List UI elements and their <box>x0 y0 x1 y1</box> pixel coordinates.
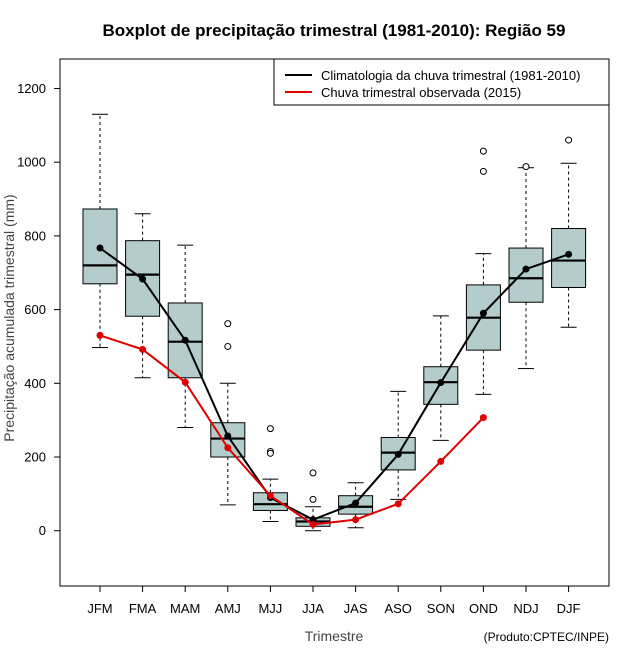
series-line <box>99 247 569 521</box>
outlier-point <box>479 167 487 175</box>
series-point <box>266 492 274 500</box>
series-point <box>565 250 573 258</box>
outlier-point <box>565 136 573 144</box>
series-point <box>309 516 317 524</box>
series-point <box>352 499 360 507</box>
y-tick-label: 1200 <box>17 81 46 96</box>
legend-label: Climatologia da chuva trimestral (1981-2… <box>321 68 580 83</box>
x-tick-label: OND <box>469 601 498 616</box>
y-tick-label: 200 <box>24 450 46 465</box>
y-tick-label: 1000 <box>17 155 46 170</box>
x-tick-label: MJJ <box>258 601 282 616</box>
series-point <box>479 309 487 317</box>
x-tick-label: FMA <box>129 601 157 616</box>
outlier-point <box>309 495 317 503</box>
series-point <box>96 244 104 252</box>
x-tick-label: MAM <box>170 601 200 616</box>
box-ASO <box>380 390 416 500</box>
plot-area: 0 200 400 600 800 1000 1200 JFM FMA MAM AMJ MJJ JJA J… <box>17 58 610 616</box>
box-MJJ <box>252 425 288 523</box>
x-tick-label: NDJ <box>513 601 538 616</box>
x-tick-label: JJA <box>302 601 324 616</box>
box-JFM <box>82 113 118 349</box>
y-tick-label: 800 <box>24 228 46 243</box>
outlier-point <box>266 425 274 433</box>
y-tick-label: 0 <box>39 523 46 538</box>
x-tick-label: JFM <box>87 601 112 616</box>
box-NDJ <box>508 163 544 370</box>
credit-text: (Produto:CPTEC/INPE) <box>484 630 609 644</box>
series-climatology <box>96 244 573 524</box>
series-point <box>394 450 402 458</box>
series-point <box>181 378 189 386</box>
series-point <box>139 345 147 353</box>
series-line <box>99 334 485 526</box>
outlier-point <box>224 342 232 350</box>
y-axis-label: Precipitação acumulada trimestral (mm) <box>1 194 17 441</box>
series-point <box>522 265 530 273</box>
series-point <box>437 379 445 387</box>
legend-label: Chuva trimestral observada (2015) <box>321 85 521 100</box>
series-point <box>437 457 445 465</box>
box-AMJ <box>210 320 246 506</box>
x-tick-label: JAS <box>344 601 368 616</box>
outlier-point <box>224 320 232 328</box>
outlier-point <box>522 163 530 171</box>
box-DJF <box>551 136 587 328</box>
outlier-point <box>309 469 317 477</box>
x-tick-label: DJF <box>557 601 581 616</box>
box-SON <box>423 315 459 441</box>
series-point <box>224 432 232 440</box>
outlier-point <box>266 449 274 457</box>
box-iqr <box>508 247 544 303</box>
box-OND <box>465 147 501 395</box>
y-tick-label: 600 <box>24 302 46 317</box>
series-point <box>479 414 487 422</box>
series-point <box>352 516 360 524</box>
outlier-point <box>479 147 487 155</box>
x-axis-label: Trimestre <box>305 628 364 644</box>
series-point <box>394 500 402 508</box>
x-tick-label: ASO <box>384 601 411 616</box>
series-point <box>139 275 147 283</box>
series-point <box>181 336 189 344</box>
y-tick-label: 400 <box>24 376 46 391</box>
series-point <box>224 444 232 452</box>
chart-title: Boxplot de precipitação trimestral (1981… <box>103 21 566 40</box>
legend-box <box>273 58 610 106</box>
series-observed-2015 <box>96 331 487 528</box>
x-tick-label: SON <box>427 601 455 616</box>
legend: Climatologia da chuva trimestral (1981-2… <box>273 58 610 106</box>
series-point <box>309 520 317 528</box>
series-point <box>96 331 104 339</box>
x-tick-label: AMJ <box>215 601 241 616</box>
